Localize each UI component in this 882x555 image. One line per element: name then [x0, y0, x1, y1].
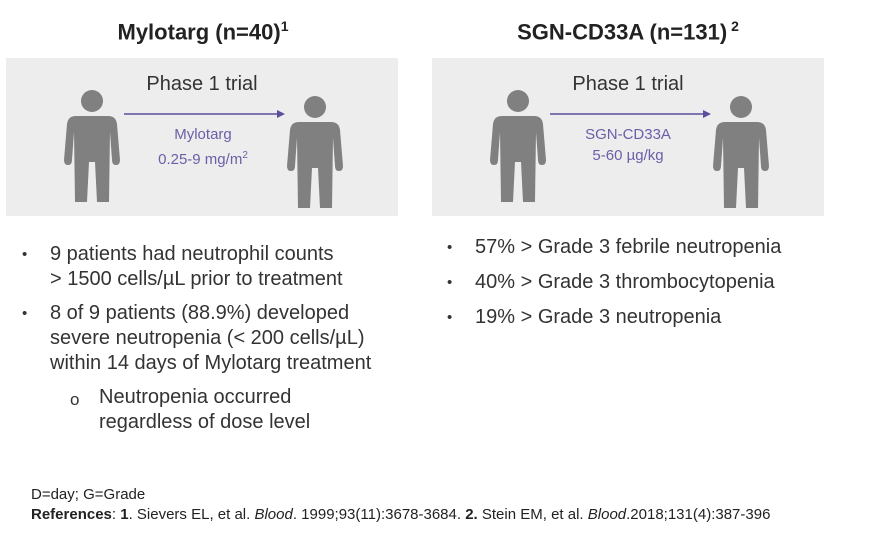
drug-name: SGN-CD33A [585, 126, 671, 143]
bullet-marker: • [22, 246, 28, 263]
drug-name: Mylotarg [174, 126, 232, 143]
abbreviations: D=day; G=Grade [31, 486, 146, 503]
bullet-line: 57% > Grade 3 febrile neutropenia [475, 236, 782, 258]
reference-part: Blood [254, 506, 293, 523]
bullet-marker: • [22, 305, 28, 322]
sub-bullet: o Neutropenia occurred regardless of dose … [22, 385, 422, 435]
drug-dose: 0.25-9 mg/m2 [133, 145, 273, 170]
trial-box: Phase 1 trial SGN-CD33A 5-60 µg/kg [432, 58, 824, 216]
person-icon [287, 96, 343, 208]
reference-part: . 1999;93(11):3678-3684. [292, 506, 466, 523]
left-title: Mylotarg (n=40)1 [3, 18, 403, 45]
sub-line: regardless of dose level [99, 411, 311, 433]
reference-part: Stein EM, et al. [477, 506, 588, 523]
title-text: Mylotarg (n=40) [117, 19, 281, 45]
bullet-line: within 14 days of Mylotarg treatment [50, 352, 372, 374]
bullet-item: • 40% > Grade 3 thrombocytopenia [447, 270, 867, 295]
bullet-marker: • [447, 239, 453, 256]
references: References: 1. Sievers EL, et al. Blood.… [31, 505, 831, 525]
sub-marker: o [70, 390, 80, 409]
dose-sup: 2 [242, 150, 248, 161]
drug-label: Mylotarg 0.25-9 mg/m2 [133, 124, 273, 170]
trial-diagram [64, 90, 343, 208]
bullet-item: • 9 patients had neutrophil counts > 1500 … [22, 242, 422, 292]
dose-text: 0.25-9 mg/m [158, 151, 243, 168]
bullet-item: • 19% > Grade 3 neutropenia [447, 305, 867, 330]
bullet-line: 9 patients had neutrophil counts [50, 243, 334, 265]
reference-part: References [31, 506, 112, 523]
person-icon [713, 96, 769, 208]
reference-part: 2. [465, 506, 478, 523]
title-text: SGN-CD33A (n=131) [517, 19, 728, 45]
reference-part: : [111, 506, 121, 523]
reference-part: 1 [120, 506, 129, 523]
left-bullets: • 9 patients had neutrophil counts > 1500 … [22, 242, 422, 435]
title-sup: 1 [280, 18, 289, 34]
bullet-line: severe neutropenia (< 200 cells/µL) [50, 327, 365, 349]
reference-part: . Sievers EL, et al. [128, 506, 255, 523]
bullet-line: > 1500 cells/µL prior to treatment [50, 268, 343, 290]
sub-line: Neutropenia occurred [99, 386, 292, 408]
box-heading: Phase 1 trial [572, 73, 684, 95]
bullet-marker: • [447, 309, 453, 326]
title-sup: 2 [727, 18, 739, 34]
trial-diagram [490, 90, 769, 208]
person-icon [64, 90, 120, 202]
bullet-line: 40% > Grade 3 thrombocytopenia [475, 271, 775, 293]
person-icon [490, 90, 546, 202]
drug-label: SGN-CD33A 5-60 µg/kg [558, 124, 698, 166]
bullet-item: • 8 of 9 patients (88.9%) developed severe… [22, 301, 422, 376]
trial-box: Phase 1 trial Mylotarg 0.25-9 mg/m2 [6, 58, 398, 216]
reference-part: Blood [587, 506, 627, 523]
reference-part: .2018;131(4):387-396 [626, 506, 771, 523]
arrow-head [703, 110, 711, 118]
bullet-line: 8 of 9 patients (88.9%) developed [50, 302, 350, 324]
bullet-marker: • [447, 274, 453, 291]
right-bullets: • 57% > Grade 3 febrile neutropenia • 40% >… [447, 235, 867, 340]
bullet-item: • 57% > Grade 3 febrile neutropenia [447, 235, 867, 260]
box-heading: Phase 1 trial [146, 73, 258, 95]
drug-dose: 5-60 µg/kg [592, 147, 664, 164]
right-title: SGN-CD33A (n=131) 2 [428, 18, 828, 45]
bullet-line: 19% > Grade 3 neutropenia [475, 306, 722, 328]
arrow-head [277, 110, 285, 118]
